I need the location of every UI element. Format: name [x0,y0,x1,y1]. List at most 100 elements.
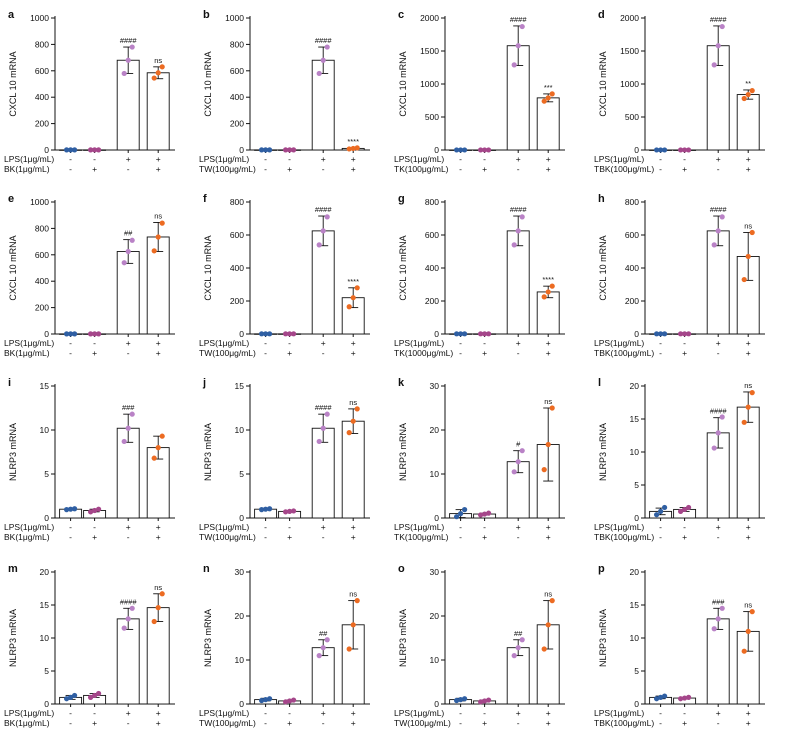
data-point [719,214,725,220]
data-point [462,331,468,337]
treatment-sign: + [516,708,521,718]
data-point [121,438,127,445]
data-point [96,331,102,337]
data-point [159,433,165,439]
data-point [346,430,352,436]
panel-letter: f [203,193,207,205]
data-point [316,242,322,248]
treatment-sign: + [126,522,131,532]
treatment-sign: + [546,348,551,358]
treatment-sign: - [683,154,686,164]
data-point [72,506,78,512]
data-point [259,331,265,337]
data-point [515,459,521,465]
y-axis-title: NLRP3 mRNA [598,423,608,481]
treatment-sign: - [69,154,72,164]
treatment-sign: + [126,338,131,348]
data-point [545,441,551,448]
data-point [682,147,688,153]
treatment-sign: + [351,708,356,718]
bar [706,618,730,705]
y-tick-label: 30 [430,381,440,391]
treatment-sign: - [717,348,720,358]
y-axis-title: CXCL 10 mRNA [203,51,213,116]
treatment-sign: + [321,338,326,348]
treatment-sign: + [682,348,687,358]
treatment-sign: - [264,154,267,164]
panel-letter: n [203,563,210,575]
data-point [486,331,492,337]
y-axis-title: NLRP3 mRNA [8,423,18,481]
y-tick-label: 1000 [420,79,439,89]
treatment-row-label: TBK(100μg/mL) [594,164,654,174]
panel-b: b CXCL 10 mRNA 0 200 400 600 800 1000 #### **** LP… [199,9,370,174]
treatment-row-label: LPS(1μg/mL) [4,708,54,718]
data-point [287,508,293,514]
panel-letter: e [8,193,14,205]
treatment-sign: - [483,708,486,718]
treatment-sign: - [717,718,720,728]
treatment-sign: + [746,338,751,348]
treatment-sign: - [717,164,720,174]
significance-label: ## [124,229,133,238]
data-point [662,504,668,511]
treatment-sign: - [69,522,72,532]
data-point [324,214,330,220]
data-point [263,506,269,512]
bar [536,97,560,151]
treatment-row-label: LPS(1μg/mL) [594,708,644,718]
data-point [155,70,161,76]
data-point [741,95,747,102]
y-tick-label: 600 [425,230,439,240]
data-point [711,62,717,68]
data-point [159,591,165,597]
data-point [686,331,692,337]
treatment-sign: - [459,708,462,718]
data-point [511,242,517,248]
treatment-sign: + [746,154,751,164]
treatment-sign: - [127,718,130,728]
bar [116,251,140,335]
bar [736,406,760,519]
data-point [346,646,352,652]
data-point [88,147,94,153]
panel-e: e CXCL 10 mRNA 0 200 400 600 800 1000 ## ns LPS(1μ… [4,193,175,358]
data-point [658,694,664,701]
treatment-sign: - [659,154,662,164]
data-point [482,698,488,704]
treatment-sign: + [287,718,292,728]
y-tick-label: 20 [630,567,640,577]
y-tick-label: 20 [430,425,440,435]
data-point [478,699,484,705]
significance-label: #### [510,15,528,24]
y-tick-label: 400 [35,276,49,286]
treatment-sign: + [746,164,751,174]
y-tick-label: 200 [425,296,439,306]
treatment-sign: - [683,708,686,718]
y-tick-label: 0 [634,145,639,155]
data-point [324,44,330,50]
treatment-sign: - [264,522,267,532]
y-axis-title: NLRP3 mRNA [398,609,408,667]
treatment-sign: - [517,718,520,728]
treatment-row-label: TW(100μg/mL) [199,164,256,174]
data-point [287,331,293,337]
y-tick-label: 0 [634,699,639,709]
treatment-sign: + [126,154,131,164]
y-tick-label: 200 [230,119,244,129]
bar [536,291,560,335]
data-point [267,147,273,153]
treatment-sign: - [69,164,72,174]
y-tick-label: 0 [239,145,244,155]
y-tick-label: 15 [630,600,640,610]
treatment-sign: - [659,338,662,348]
y-tick-label: 5 [634,666,639,676]
data-point [711,445,717,451]
treatment-sign: + [126,708,131,718]
data-point [511,469,517,475]
treatment-row-label: LPS(1μg/mL) [4,338,54,348]
treatment-row-label: BK(1μg/mL) [4,532,50,542]
